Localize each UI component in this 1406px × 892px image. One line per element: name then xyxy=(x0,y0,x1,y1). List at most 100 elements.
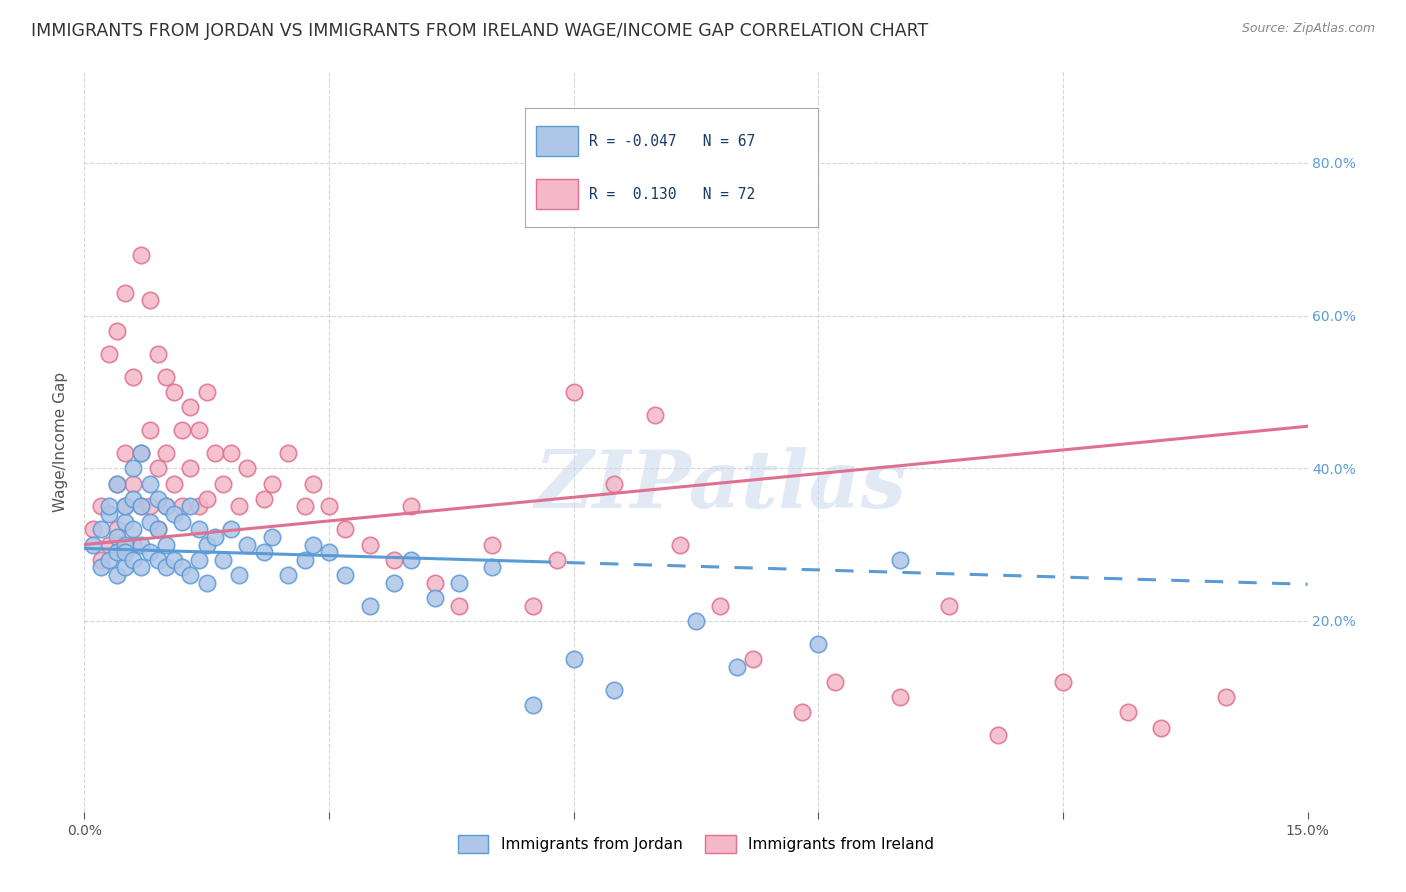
Point xyxy=(301,538,323,552)
Point xyxy=(236,538,259,552)
Point xyxy=(172,515,194,529)
Point xyxy=(179,400,201,414)
Point xyxy=(122,461,145,475)
Point xyxy=(105,545,128,559)
Point xyxy=(105,476,128,491)
Point xyxy=(1052,675,1074,690)
Point xyxy=(105,324,128,338)
Point xyxy=(187,500,209,514)
Point xyxy=(236,461,259,475)
Point xyxy=(114,560,136,574)
Point xyxy=(114,545,136,559)
Point xyxy=(195,491,218,506)
Point xyxy=(187,522,209,536)
Point xyxy=(709,599,731,613)
Point xyxy=(889,553,911,567)
Point xyxy=(163,553,186,567)
Point xyxy=(131,538,153,552)
Point xyxy=(114,500,136,514)
Point xyxy=(889,690,911,705)
Point xyxy=(90,500,112,514)
Point xyxy=(449,599,471,613)
Point xyxy=(399,553,422,567)
Point xyxy=(187,423,209,437)
Point xyxy=(253,545,276,559)
Point xyxy=(260,476,283,491)
Point xyxy=(195,538,218,552)
Point xyxy=(423,575,446,590)
Point xyxy=(131,446,153,460)
Point xyxy=(138,476,160,491)
Point xyxy=(253,491,276,506)
Point xyxy=(146,553,169,567)
Point xyxy=(301,476,323,491)
Point xyxy=(97,507,120,521)
Point xyxy=(131,560,153,574)
Point xyxy=(163,476,186,491)
Point xyxy=(172,560,194,574)
Point xyxy=(97,347,120,361)
Point xyxy=(179,500,201,514)
Point xyxy=(105,568,128,582)
Point xyxy=(105,522,128,536)
Point xyxy=(219,446,242,460)
Point xyxy=(335,522,357,536)
Point xyxy=(204,446,226,460)
Point xyxy=(294,500,316,514)
Point xyxy=(114,446,136,460)
Point xyxy=(179,568,201,582)
Point xyxy=(481,560,503,574)
Point xyxy=(114,545,136,559)
Legend: Immigrants from Jordan, Immigrants from Ireland: Immigrants from Jordan, Immigrants from … xyxy=(451,829,941,860)
Y-axis label: Wage/Income Gap: Wage/Income Gap xyxy=(53,371,69,512)
Point xyxy=(138,423,160,437)
Point xyxy=(131,247,153,261)
Point xyxy=(131,500,153,514)
Point xyxy=(644,408,666,422)
Point xyxy=(335,568,357,582)
Point xyxy=(481,538,503,552)
Point xyxy=(546,553,568,567)
Point xyxy=(155,538,177,552)
Point xyxy=(105,530,128,544)
Point xyxy=(824,675,846,690)
Point xyxy=(155,560,177,574)
Point xyxy=(155,369,177,384)
Point xyxy=(685,614,707,628)
Point xyxy=(138,293,160,308)
Point xyxy=(228,568,250,582)
Point xyxy=(90,560,112,574)
Point xyxy=(1116,706,1139,720)
Point xyxy=(82,538,104,552)
Point xyxy=(382,553,405,567)
Point xyxy=(82,522,104,536)
Point xyxy=(138,545,160,559)
Point xyxy=(603,476,626,491)
Point xyxy=(260,530,283,544)
Point xyxy=(562,652,585,666)
Point xyxy=(122,538,145,552)
Point xyxy=(449,575,471,590)
Point xyxy=(163,384,186,399)
Point xyxy=(790,706,813,720)
Point xyxy=(97,500,120,514)
Point xyxy=(155,500,177,514)
Point xyxy=(172,423,194,437)
Point xyxy=(204,530,226,544)
Point xyxy=(114,285,136,300)
Point xyxy=(114,500,136,514)
Point xyxy=(105,476,128,491)
Point xyxy=(318,500,340,514)
Point xyxy=(382,575,405,590)
Text: IMMIGRANTS FROM JORDAN VS IMMIGRANTS FROM IRELAND WAGE/INCOME GAP CORRELATION CH: IMMIGRANTS FROM JORDAN VS IMMIGRANTS FRO… xyxy=(31,22,928,40)
Point xyxy=(212,553,235,567)
Point xyxy=(399,500,422,514)
Point xyxy=(97,553,120,567)
Point xyxy=(294,553,316,567)
Point xyxy=(122,553,145,567)
Point xyxy=(146,522,169,536)
Point xyxy=(122,369,145,384)
Point xyxy=(187,553,209,567)
Point xyxy=(131,500,153,514)
Point xyxy=(1215,690,1237,705)
